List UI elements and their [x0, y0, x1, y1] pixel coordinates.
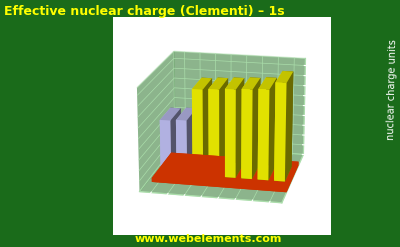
Text: www.webelements.com: www.webelements.com — [134, 234, 282, 244]
Text: Effective nuclear charge (Clementi) – 1s: Effective nuclear charge (Clementi) – 1s — [4, 5, 285, 18]
